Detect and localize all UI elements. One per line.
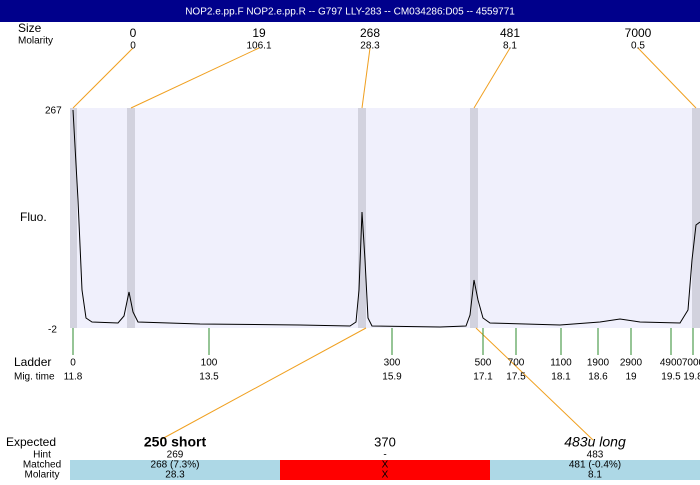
match-cell	[70, 460, 280, 480]
expected-label: Expected	[6, 435, 56, 449]
ladder-time: 11.8	[64, 372, 83, 383]
matched: X	[382, 460, 389, 471]
peak-molarity: 28.3	[360, 41, 380, 52]
peak-size: 19	[252, 26, 266, 40]
hint: 269	[167, 450, 184, 461]
hint: -	[383, 450, 386, 461]
size-label: Size	[18, 21, 42, 35]
peak-size: 0	[130, 26, 137, 40]
ladder-size: 2900	[620, 358, 643, 369]
ladder-size: 500	[475, 358, 492, 369]
expected: 483u long	[564, 434, 626, 450]
molarity-row-label: Molarity	[24, 470, 59, 480]
ladder-time: 13.5	[199, 372, 219, 383]
ladder-size: 1900	[587, 358, 610, 369]
matched: 268 (7.3%)	[151, 460, 200, 471]
y-min: -2	[48, 325, 57, 336]
ladder-time: 19.8	[683, 372, 700, 383]
matched-label: Matched	[23, 460, 61, 471]
ladder-size: 4900	[660, 358, 683, 369]
peak-molarity: 106.1	[246, 41, 271, 52]
molarity: X	[382, 470, 389, 480]
matched: 481 (-0.4%)	[569, 460, 621, 471]
expected: 370	[374, 434, 396, 449]
ladder-time: 15.9	[382, 372, 402, 383]
y-label: Fluo.	[20, 210, 47, 224]
ladder-time: 18.6	[588, 372, 608, 383]
ladder-size: 300	[384, 358, 401, 369]
title: NOP2.e.pp.F NOP2.e.pp.R -- G797 LLY-283 …	[185, 7, 515, 18]
peak-size: 7000	[625, 26, 652, 40]
ladder-time: 17.5	[506, 372, 526, 383]
ladder-size: 1100	[550, 358, 572, 369]
trace	[72, 109, 700, 328]
peak-molarity: 8.1	[503, 41, 517, 52]
peak-molarity: 0	[130, 41, 136, 52]
peak-size: 268	[360, 26, 380, 40]
y-max: 267	[45, 106, 62, 117]
ladder-time: 18.1	[551, 372, 571, 383]
peak-size: 481	[500, 26, 520, 40]
ladder-size: 0	[70, 358, 76, 369]
miss-cell	[280, 460, 490, 480]
title-bar	[0, 0, 700, 22]
ladder-size: 100	[201, 358, 218, 369]
ladder-label: Ladder	[14, 355, 51, 369]
plot-area	[70, 108, 700, 328]
molarity: 28.3	[165, 470, 185, 480]
expected: 250 short	[144, 434, 207, 450]
molarity-label: Molarity	[18, 36, 53, 47]
ladder-size: 7000	[682, 358, 700, 369]
ladder-time: 19	[625, 372, 637, 383]
hint-label: Hint	[33, 450, 51, 461]
molarity: 8.1	[588, 470, 602, 480]
ladder-time: 19.5	[661, 372, 681, 383]
peak-molarity: 0.5	[631, 41, 645, 52]
ladder-size: 700	[508, 358, 525, 369]
connectors	[72, 47, 697, 441]
match-cell	[490, 460, 700, 480]
time-label: Mig. time	[14, 372, 55, 383]
ladder-time: 17.1	[473, 372, 493, 383]
hint: 483	[587, 450, 604, 461]
